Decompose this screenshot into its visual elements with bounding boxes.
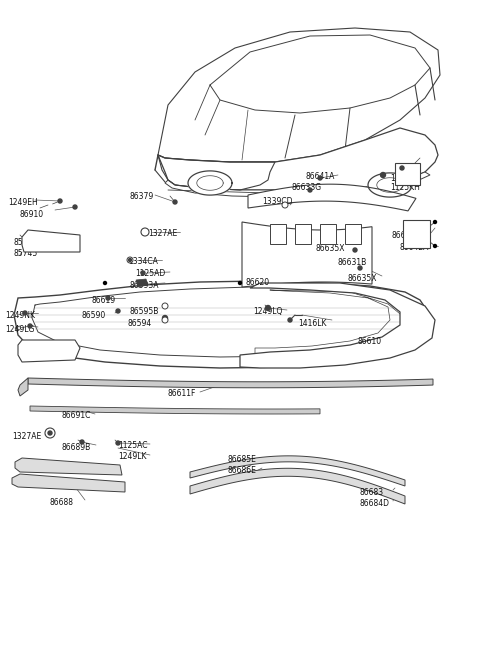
Text: 1249LG: 1249LG — [5, 325, 35, 334]
Circle shape — [163, 316, 168, 320]
Polygon shape — [188, 171, 232, 195]
Circle shape — [45, 428, 55, 438]
Text: 1249NK: 1249NK — [5, 311, 35, 320]
Text: 1249LQ: 1249LQ — [253, 307, 282, 316]
Polygon shape — [320, 224, 336, 244]
Text: 85744: 85744 — [14, 238, 38, 247]
Text: 1249LK: 1249LK — [118, 452, 146, 461]
Text: 1327AE: 1327AE — [12, 432, 41, 441]
Polygon shape — [18, 378, 28, 396]
Text: 86683: 86683 — [360, 488, 384, 497]
Polygon shape — [18, 340, 80, 362]
Polygon shape — [240, 283, 435, 368]
Circle shape — [141, 271, 145, 275]
Polygon shape — [15, 458, 122, 475]
Polygon shape — [12, 474, 125, 492]
Text: 1416LK: 1416LK — [298, 319, 326, 328]
Text: 86633G: 86633G — [292, 183, 322, 192]
Text: 1339CD: 1339CD — [262, 197, 292, 206]
Text: 86910: 86910 — [20, 210, 44, 219]
Circle shape — [288, 318, 292, 322]
Circle shape — [239, 282, 241, 284]
Text: 86594: 86594 — [128, 319, 152, 328]
Circle shape — [381, 172, 385, 178]
Polygon shape — [30, 406, 320, 414]
Circle shape — [318, 176, 322, 180]
Text: 86595B: 86595B — [130, 307, 159, 316]
Circle shape — [73, 205, 77, 209]
Circle shape — [308, 188, 312, 192]
Polygon shape — [395, 163, 420, 185]
Circle shape — [141, 228, 149, 236]
Polygon shape — [345, 224, 361, 244]
Text: 1327AE: 1327AE — [148, 229, 177, 238]
Circle shape — [162, 317, 168, 323]
Text: 86642A: 86642A — [400, 243, 430, 252]
Text: 86619: 86619 — [92, 296, 116, 305]
Text: 86593A: 86593A — [130, 281, 159, 290]
Text: 86611F: 86611F — [168, 389, 196, 398]
Polygon shape — [248, 184, 416, 211]
Circle shape — [162, 303, 168, 309]
Text: 1334CA: 1334CA — [128, 257, 158, 266]
Text: 86635X: 86635X — [348, 274, 377, 283]
Circle shape — [265, 305, 271, 310]
Polygon shape — [158, 28, 440, 162]
Text: 1125AC: 1125AC — [118, 441, 147, 450]
Text: 86610: 86610 — [358, 337, 382, 346]
Circle shape — [129, 259, 132, 261]
Polygon shape — [28, 378, 433, 388]
Polygon shape — [136, 279, 148, 287]
Polygon shape — [242, 222, 372, 287]
Text: 86685E: 86685E — [228, 455, 257, 464]
Circle shape — [106, 296, 110, 300]
Circle shape — [353, 248, 357, 252]
Text: 86641A: 86641A — [305, 172, 335, 181]
Text: 86691C: 86691C — [62, 411, 91, 420]
Circle shape — [433, 221, 436, 223]
Polygon shape — [295, 224, 311, 244]
Polygon shape — [158, 128, 438, 190]
Circle shape — [116, 441, 120, 445]
Circle shape — [58, 199, 62, 203]
Text: 1249EH: 1249EH — [8, 198, 38, 207]
Polygon shape — [270, 224, 286, 244]
Text: 85745: 85745 — [14, 249, 38, 258]
Circle shape — [400, 166, 404, 170]
Circle shape — [127, 257, 133, 263]
Polygon shape — [190, 456, 405, 486]
Text: 86590: 86590 — [81, 311, 105, 320]
Polygon shape — [14, 281, 428, 368]
Polygon shape — [165, 172, 430, 197]
Circle shape — [80, 440, 84, 444]
Circle shape — [23, 311, 27, 315]
Text: 86631B: 86631B — [337, 258, 366, 267]
Text: 86686E: 86686E — [228, 466, 257, 475]
Text: 1125AD: 1125AD — [135, 269, 165, 278]
Polygon shape — [368, 173, 412, 197]
Circle shape — [433, 244, 436, 248]
Polygon shape — [190, 468, 405, 504]
Text: 86379: 86379 — [130, 192, 154, 201]
Polygon shape — [22, 230, 80, 252]
Text: 1125DG: 1125DG — [390, 174, 421, 183]
Text: 86688: 86688 — [50, 498, 74, 507]
Circle shape — [116, 309, 120, 313]
Text: 86689B: 86689B — [62, 443, 91, 452]
Text: 1125KH: 1125KH — [390, 183, 420, 192]
Circle shape — [162, 303, 168, 309]
Circle shape — [28, 324, 32, 328]
Circle shape — [104, 282, 107, 284]
Text: 86635X: 86635X — [315, 244, 345, 253]
Circle shape — [48, 431, 52, 435]
Text: 86633G: 86633G — [392, 231, 422, 240]
Text: 86684D: 86684D — [360, 499, 390, 508]
Circle shape — [358, 266, 362, 270]
Polygon shape — [403, 220, 430, 248]
Circle shape — [173, 200, 177, 204]
Circle shape — [282, 202, 288, 208]
Text: 86620: 86620 — [245, 278, 269, 287]
